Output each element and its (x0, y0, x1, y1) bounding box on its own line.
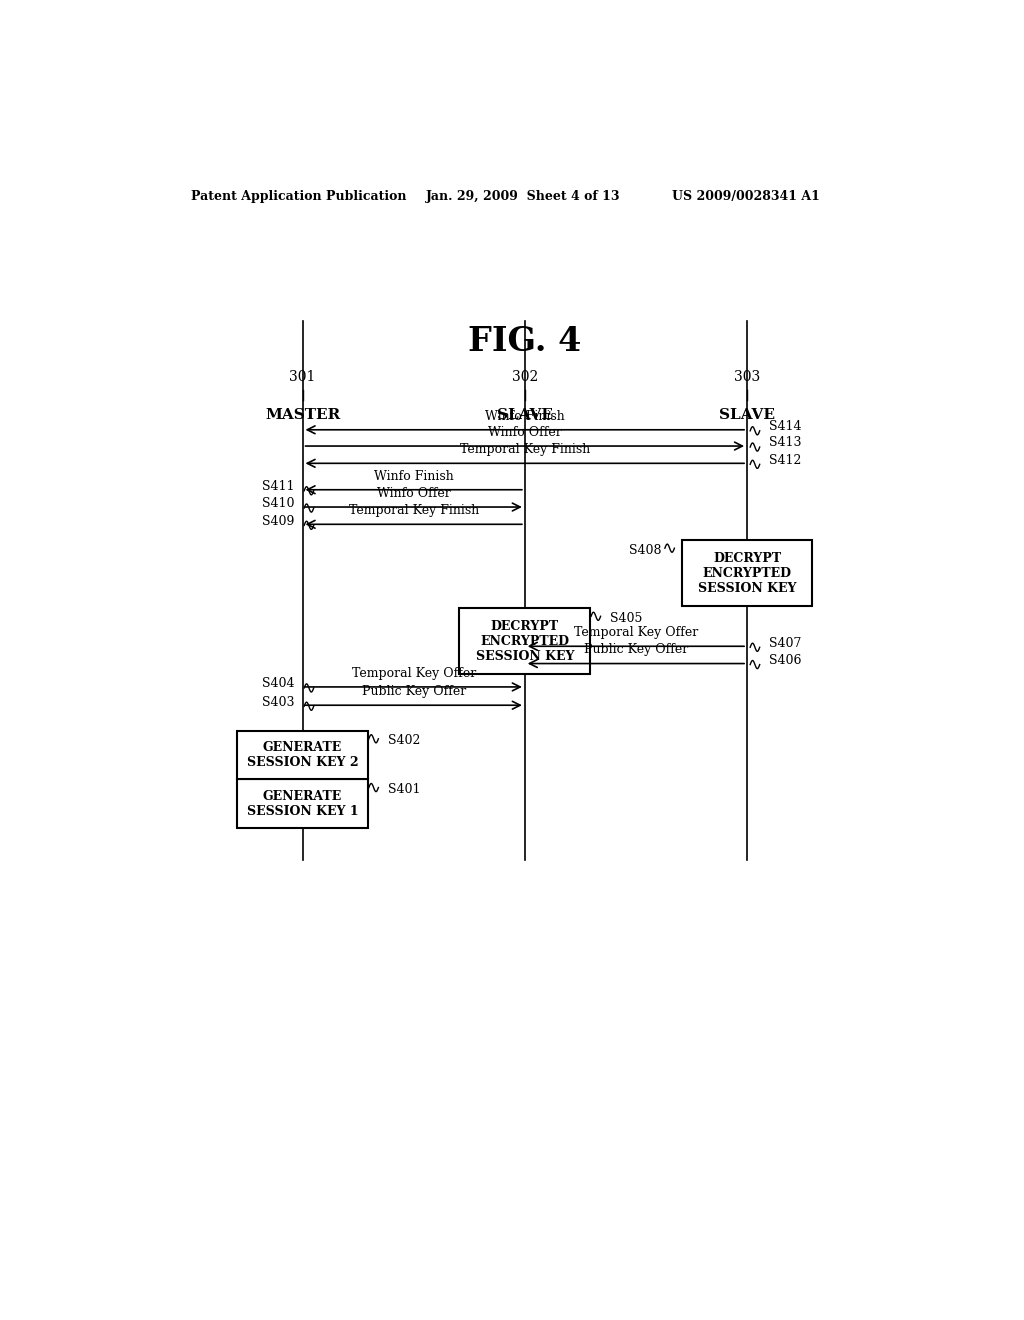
FancyBboxPatch shape (682, 540, 812, 606)
Text: S406: S406 (769, 653, 802, 667)
Text: Public Key Offer: Public Key Offer (584, 643, 688, 656)
Text: S405: S405 (610, 612, 642, 624)
Text: Public Key Offer: Public Key Offer (361, 685, 466, 698)
Text: S412: S412 (769, 454, 802, 467)
Text: Winfo Finish: Winfo Finish (485, 409, 564, 422)
Text: S408: S408 (629, 544, 662, 557)
Text: SLAVE: SLAVE (719, 408, 775, 421)
Text: FIG. 4: FIG. 4 (468, 325, 582, 358)
Text: S402: S402 (388, 734, 420, 747)
FancyBboxPatch shape (238, 779, 368, 828)
Text: Winfo Offer: Winfo Offer (377, 487, 451, 500)
Text: Winfo Finish: Winfo Finish (374, 470, 454, 483)
Text: Temporal Key Offer: Temporal Key Offer (573, 626, 698, 639)
Text: S407: S407 (769, 636, 802, 649)
Text: Winfo Offer: Winfo Offer (487, 426, 562, 440)
Text: S414: S414 (769, 420, 802, 433)
Text: Temporal Key Offer: Temporal Key Offer (351, 667, 476, 680)
Text: S404: S404 (262, 677, 295, 690)
Text: 301: 301 (290, 370, 315, 384)
FancyBboxPatch shape (460, 609, 590, 675)
Text: Temporal Key Finish: Temporal Key Finish (348, 504, 479, 517)
Text: S401: S401 (388, 783, 421, 796)
Text: Patent Application Publication: Patent Application Publication (191, 190, 407, 202)
Text: S409: S409 (262, 515, 295, 528)
Text: S410: S410 (262, 498, 295, 511)
Text: SLAVE: SLAVE (497, 408, 553, 421)
Text: GENERATE
SESSION KEY 2: GENERATE SESSION KEY 2 (247, 741, 358, 770)
Text: Jan. 29, 2009  Sheet 4 of 13: Jan. 29, 2009 Sheet 4 of 13 (426, 190, 621, 202)
Text: DECRYPT
ENCRYPTED
SESSION KEY: DECRYPT ENCRYPTED SESSION KEY (697, 552, 797, 594)
Text: S411: S411 (262, 480, 295, 494)
Text: MASTER: MASTER (265, 408, 340, 421)
Text: US 2009/0028341 A1: US 2009/0028341 A1 (672, 190, 819, 202)
Text: DECRYPT
ENCRYPTED
SESSION KEY: DECRYPT ENCRYPTED SESSION KEY (475, 619, 574, 663)
Text: S413: S413 (769, 437, 802, 450)
Text: 303: 303 (734, 370, 760, 384)
FancyBboxPatch shape (238, 731, 368, 779)
Text: Temporal Key Finish: Temporal Key Finish (460, 444, 590, 457)
Text: S403: S403 (262, 696, 295, 709)
Text: GENERATE
SESSION KEY 1: GENERATE SESSION KEY 1 (247, 789, 358, 818)
Text: 302: 302 (512, 370, 538, 384)
